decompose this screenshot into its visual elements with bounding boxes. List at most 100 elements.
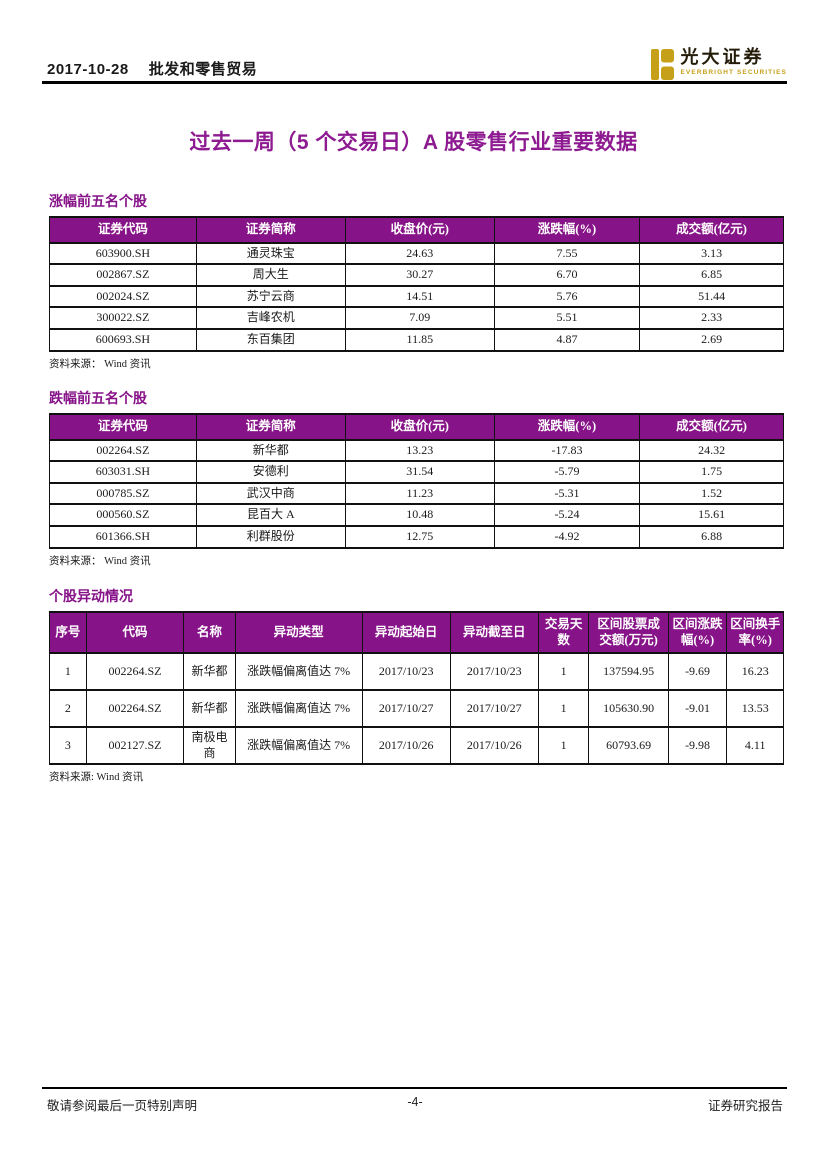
section-caption: 跌幅前五名个股 — [49, 392, 147, 407]
table-cell: 7.09 — [344, 306, 495, 330]
table-cell: 4.11 — [726, 726, 784, 766]
table-cell: -5.79 — [493, 460, 641, 484]
table-row: 1 002264.SZ 新华都 涨跌幅偏离值达 7% 2017/10/23 2017/10… — [49, 652, 784, 692]
column-header: 成交额(亿元) — [639, 413, 784, 441]
table-cell: 3 — [49, 726, 87, 766]
table-row: 600693.SH 东百集团 11.85 4.87 2.69 — [49, 328, 784, 352]
source-note: 资料来源: Wind 资讯 — [49, 772, 144, 784]
table-cell: 002024.SZ — [49, 284, 197, 309]
column-header: 代码 — [85, 610, 185, 655]
section-caption: 涨幅前五名个股 — [49, 195, 147, 210]
table-cell: 11.85 — [344, 328, 495, 352]
table-cell: 002127.SZ — [85, 726, 185, 766]
column-header: 收盘价(元) — [344, 216, 495, 244]
section-caption: 个股异动情况 — [49, 590, 133, 605]
table-cell: 31.54 — [344, 460, 495, 484]
column-header: 区间换手率(%) — [726, 610, 784, 655]
table-cell: 000785.SZ — [49, 481, 197, 506]
column-header: 名称 — [183, 610, 236, 655]
table-cell: 2017/10/26 — [449, 726, 539, 766]
table-cell: 周大生 — [195, 263, 346, 287]
table-cell: 南极电商 — [183, 726, 236, 766]
table-cell: 1 — [537, 726, 590, 766]
table-cell: 1 — [537, 652, 590, 692]
table-cell: 7.55 — [493, 241, 641, 266]
column-header: 交易天数 — [537, 610, 590, 655]
table-cell: 24.63 — [344, 241, 495, 266]
table-cell: 6.85 — [639, 263, 784, 287]
table-cell: 2017/10/27 — [361, 689, 451, 729]
table-cell: 6.88 — [639, 525, 784, 549]
industry-category: 批发和零售贸易 — [148, 61, 258, 78]
table-cell: 000560.SZ — [49, 503, 197, 527]
table-cell: 13.23 — [344, 438, 495, 463]
column-header: 异动截至日 — [449, 610, 539, 655]
table-cell: 10.48 — [344, 503, 495, 527]
top-gainers-table: 证券代码 证券简称 收盘价(元) 涨跌幅(%) 成交额(亿元) 603900.SH 通灵珠… — [49, 216, 784, 352]
table-cell: 武汉中商 — [195, 481, 346, 506]
table-header-row: 序号 代码 名称 异动类型 异动起始日 异动截至日 交易天数 区间股票成交额(万元) 区间涨跌幅… — [49, 610, 784, 655]
footer-disclaimer: 敬请参阅最后一页特别声明 — [47, 1099, 198, 1113]
table-row: 601366.SH 利群股份 12.75 -4.92 6.88 — [49, 525, 784, 549]
column-header: 证券代码 — [49, 413, 197, 441]
section-unusual-moves: 个股异动情况 序号 代码 名称 异动类型 异动起始日 异动截至日 交易天数 区间股票成交额(万… — [49, 586, 784, 784]
table-cell: 105630.90 — [588, 689, 669, 729]
table-row: 002867.SZ 周大生 30.27 6.70 6.85 — [49, 263, 784, 287]
table-header-row: 证券代码 证券简称 收盘价(元) 涨跌幅(%) 成交额(亿元) — [49, 216, 784, 244]
header-rule — [42, 81, 787, 84]
table-row: 3 002127.SZ 南极电商 涨跌幅偏离值达 7% 2017/10/26 2017/1… — [49, 726, 784, 766]
table-cell: -9.69 — [667, 652, 728, 692]
table-cell: 5.51 — [493, 306, 641, 330]
table-cell: 2017/10/23 — [449, 652, 539, 692]
table-cell: 600693.SH — [49, 328, 197, 352]
logo-text: 光大证券 EVERBRIGHT SECURITIES — [680, 47, 787, 76]
top-losers-table: 证券代码 证券简称 收盘价(元) 涨跌幅(%) 成交额(亿元) 002264.SZ 新华都… — [49, 413, 784, 549]
table-cell: 3.13 — [639, 241, 784, 266]
column-header: 异动起始日 — [361, 610, 451, 655]
table-cell: 涨跌幅偏离值达 7% — [234, 689, 363, 729]
table-cell: 通灵珠宝 — [195, 241, 346, 266]
section-top-gainers: 涨幅前五名个股 证券代码 证券简称 收盘价(元) 涨跌幅(%) 成交额(亿元) 6039… — [49, 191, 784, 371]
table-cell: 601366.SH — [49, 525, 197, 549]
table-cell: 603031.SH — [49, 460, 197, 484]
table-cell: -9.01 — [667, 689, 728, 729]
table-cell: -4.92 — [493, 525, 641, 549]
everbright-logo-icon — [651, 49, 675, 85]
table-cell: 15.61 — [639, 503, 784, 527]
table-row: 002024.SZ 苏宁云商 14.51 5.76 51.44 — [49, 284, 784, 309]
table-cell: 6.70 — [493, 263, 641, 287]
table-row: 000785.SZ 武汉中商 11.23 -5.31 1.52 — [49, 481, 784, 506]
brand-name: 光大证券 — [680, 47, 765, 67]
table-cell: 东百集团 — [195, 328, 346, 352]
table-cell: 5.76 — [493, 284, 641, 309]
table-cell: 安德利 — [195, 460, 346, 484]
table-cell: 4.87 — [493, 328, 641, 352]
table-cell: -5.31 — [493, 481, 641, 506]
column-header: 收盘价(元) — [344, 413, 495, 441]
table-cell: 新华都 — [195, 438, 346, 463]
table-header-row: 证券代码 证券简称 收盘价(元) 涨跌幅(%) 成交额(亿元) — [49, 413, 784, 441]
table-cell: 2017/10/23 — [361, 652, 451, 692]
table-cell: 1 — [49, 652, 87, 692]
page-title: 过去一周（5 个交易日）A 股零售行业重要数据 — [189, 131, 638, 154]
table-cell: 2 — [49, 689, 87, 729]
table-cell: 2017/10/26 — [361, 726, 451, 766]
column-header: 证券简称 — [195, 413, 346, 441]
column-header: 区间股票成交额(万元) — [588, 610, 669, 655]
column-header: 涨跌幅(%) — [493, 216, 641, 244]
everbright-logo: 光大证券 EVERBRIGHT SECURITIES — [651, 47, 787, 85]
table-cell: 昆百大 A — [195, 503, 346, 527]
table-cell: 002264.SZ — [85, 652, 185, 692]
table-cell: 1.52 — [639, 481, 784, 506]
source-note: 资料来源： Wind 资讯 — [49, 555, 151, 567]
table-cell: 51.44 — [639, 284, 784, 309]
column-header: 证券简称 — [195, 216, 346, 244]
table-cell: 1 — [537, 689, 590, 729]
table-row: 000560.SZ 昆百大 A 10.48 -5.24 15.61 — [49, 503, 784, 527]
report-date: 2017-10-28 — [47, 61, 129, 78]
table-cell: 吉峰农机 — [195, 306, 346, 330]
unusual-moves-table: 序号 代码 名称 异动类型 异动起始日 异动截至日 交易天数 区间股票成交额(万元) 区间涨跌幅… — [49, 610, 784, 766]
table-row: 2 002264.SZ 新华都 涨跌幅偏离值达 7% 2017/10/27 2017/10… — [49, 689, 784, 729]
table-cell: 30.27 — [344, 263, 495, 287]
